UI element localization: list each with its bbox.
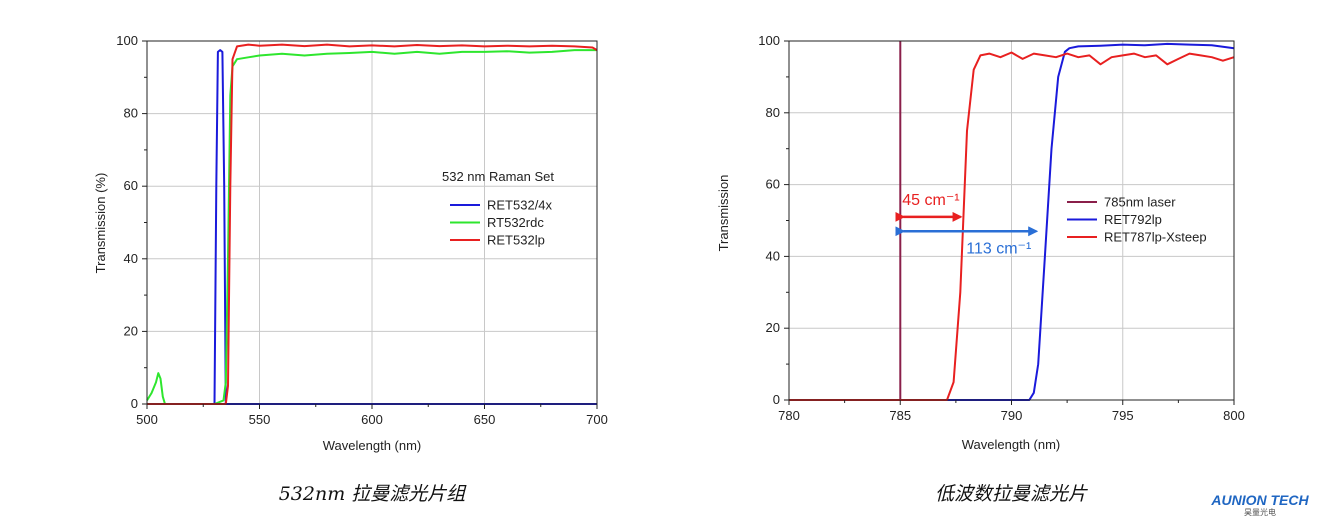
r-y-tick-label: 20 xyxy=(766,320,780,335)
left-series-lines xyxy=(146,43,598,405)
annotation-label-113: 113 cm⁻¹ xyxy=(966,240,1031,257)
r-x-tick-label: 785 xyxy=(889,408,911,423)
l-series-rt532rdc xyxy=(146,49,597,405)
right-annotations: 45 cm⁻¹ 113 cm⁻¹ xyxy=(895,192,1039,257)
r-x-tick-label: 795 xyxy=(1112,408,1134,423)
l-y-tick-label: 20 xyxy=(124,323,138,338)
l-x-tick-label: 600 xyxy=(361,412,383,427)
left-ticks: 500 550 600 650 700 0 20 40 60 80 100 xyxy=(116,33,608,427)
l-y-tick-label: 60 xyxy=(124,178,138,193)
l-legend-label: RET532lp xyxy=(487,233,545,248)
right-y-axis-label: Transmission xyxy=(716,175,731,252)
r-y-tick-label: 40 xyxy=(766,248,780,263)
right-gridlines xyxy=(789,41,1234,400)
l-y-tick-label: 40 xyxy=(124,251,138,266)
l-x-tick-label: 550 xyxy=(249,412,271,427)
r-x-tick-label: 800 xyxy=(1223,408,1245,423)
right-x-axis-label: Wavelength (nm) xyxy=(962,437,1061,452)
l-x-tick-label: 650 xyxy=(474,412,496,427)
right-chart: 780 785 790 795 800 0 20 40 60 80 100 Wavelength (… xyxy=(716,33,1245,505)
right-ticks: 780 785 790 795 800 0 20 40 60 80 100 xyxy=(758,33,1245,423)
l-y-tick-label: 80 xyxy=(124,106,138,121)
r-legend-label: RET792lp xyxy=(1104,212,1162,227)
left-x-axis-label: Wavelength (nm) xyxy=(323,438,422,453)
right-caption: 低波数拉曼滤光片 xyxy=(935,483,1088,505)
r-y-tick-label: 0 xyxy=(773,392,780,407)
left-chart: 500 550 600 650 700 0 20 40 60 80 100 Wavelength (… xyxy=(93,33,608,505)
logo-sub-text: 昊量光电 xyxy=(1244,508,1276,517)
left-legend: 532 nm Raman Set RET532/4x RT532rdc RET532… xyxy=(442,169,554,248)
l-series-ret532lp xyxy=(147,43,598,405)
left-y-axis-label: Transmission (%) xyxy=(93,173,108,274)
r-x-tick-label: 780 xyxy=(778,408,800,423)
r-series-ret787lp-xsteep xyxy=(789,51,1235,401)
r-legend-label: 785nm laser xyxy=(1104,195,1176,210)
left-legend-title: 532 nm Raman Set xyxy=(442,169,554,184)
l-legend-label: RET532/4x xyxy=(487,198,553,213)
right-legend: 785nm laser RET792lp RET787lp-Xsteep xyxy=(1067,195,1207,245)
r-x-tick-label: 790 xyxy=(1001,408,1023,423)
left-caption: 532nm 拉曼滤光片组 xyxy=(279,483,468,505)
left-gridlines xyxy=(147,41,597,404)
logo-main-text: AUNION TECH xyxy=(1211,492,1309,508)
r-y-tick-label: 80 xyxy=(766,105,780,120)
l-x-tick-label: 700 xyxy=(586,412,608,427)
r-y-tick-label: 60 xyxy=(766,177,780,192)
r-series-ret792lp xyxy=(789,42,1235,401)
l-y-tick-label: 0 xyxy=(131,396,138,411)
l-x-tick-label: 500 xyxy=(136,412,158,427)
r-legend-label: RET787lp-Xsteep xyxy=(1104,230,1207,245)
l-legend-label: RT532rdc xyxy=(487,215,544,230)
aunion-tech-logo: AUNION TECH 昊量光电 xyxy=(1210,492,1310,518)
annotation-label-45: 45 cm⁻¹ xyxy=(902,192,959,209)
r-y-tick-label: 100 xyxy=(758,33,780,48)
l-series-ret532-4x xyxy=(147,49,597,405)
l-y-tick-label: 100 xyxy=(116,33,138,48)
